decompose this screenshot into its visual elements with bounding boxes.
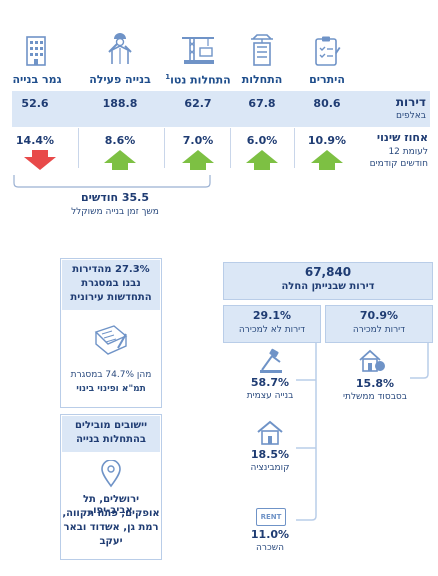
starts-change: 6.0%: [246, 134, 278, 147]
arrow-up-icon: [311, 150, 343, 170]
change-title: אחוז שינוי: [376, 131, 428, 144]
header-permits: היתרים: [309, 73, 345, 86]
for-sale-label: דירות למכירה: [352, 325, 406, 335]
tree-connectors: [296, 342, 429, 521]
urban-renewal-line-3: התחדשות עירונית: [70, 292, 152, 303]
urban-renewal-sub-2: תמ"א ופינוי בינוי: [76, 384, 146, 394]
for-sale-box: [325, 305, 433, 343]
urban-renewal-sub-1: מהן 74.7% במסגרת: [70, 370, 152, 380]
worker-icon: [108, 33, 132, 64]
rent-pct: 11.0%: [250, 528, 290, 541]
crane-hook-icon: [182, 37, 214, 64]
change-subtitle-2: חודשים קודמים: [369, 159, 428, 169]
duration-label: משך זמן בנייה משוקלל: [71, 207, 159, 217]
column-divider: [164, 128, 165, 168]
self-build-label: בנייה עצמית: [246, 391, 294, 401]
leading-header: [62, 416, 160, 452]
not-for-sale-box: [223, 305, 321, 343]
starts-value: 67.8: [248, 97, 276, 110]
arrow-up-icon: [104, 150, 136, 170]
urban-renewal-header: [62, 260, 160, 310]
header-net-starts-label: התחלות נטו: [170, 73, 231, 87]
units-subtitle: באלפים: [396, 111, 426, 121]
net-starts-value: 62.7: [184, 97, 212, 110]
arrow-up-icon: [246, 150, 278, 170]
building-icon: [26, 36, 46, 66]
for-sale-pct: 70.9%: [359, 309, 399, 322]
permits-value: 80.6: [313, 97, 341, 110]
not-for-sale-pct: 29.1%: [252, 309, 292, 322]
duration-value: 35.5 חודשים: [80, 191, 149, 204]
map-pin-icon: [101, 460, 121, 488]
completed-change: 14.4%: [15, 134, 55, 147]
header-starts: התחלות: [241, 73, 283, 86]
rent-sign-icon: RENT: [256, 508, 286, 526]
active-change: 8.6%: [104, 134, 136, 147]
column-divider: [78, 128, 79, 168]
header-net-starts: התחלות נטו1: [160, 73, 236, 87]
leading-title-1: יישובים מובילים: [74, 420, 148, 431]
total-box: [223, 262, 433, 300]
permit-clipboard-icon: [315, 36, 341, 66]
duration-bracket: [13, 175, 211, 188]
urban-renewal-line-1: 27.3% מהדירות: [72, 264, 150, 275]
leading-line-3: רמת גן, אשדוד ובאר: [63, 522, 159, 533]
subsidized-label: בסבסוד ממשלתי: [343, 392, 407, 402]
subsidy-house-icon: [359, 349, 385, 372]
crane-building-icon: [251, 34, 273, 66]
not-for-sale-label: דירות לא למכירה: [238, 325, 306, 335]
leading-title-2: בהתחלות בנייה: [76, 434, 146, 445]
self-build-pct: 58.7%: [250, 376, 290, 389]
combination-label: קומבינציה: [250, 463, 290, 473]
completed-value: 52.6: [21, 97, 49, 110]
permits-change: 10.9%: [307, 134, 347, 147]
header-active: בנייה פעילה: [89, 73, 151, 86]
column-divider: [294, 128, 295, 168]
units-title: דירות: [395, 95, 426, 109]
active-value: 188.8: [102, 97, 138, 110]
arrow-down-icon: [24, 150, 56, 170]
subsidized-pct: 15.8%: [355, 377, 395, 390]
footnote-marker: 1: [165, 73, 171, 81]
combination-pct: 18.5%: [250, 448, 290, 461]
column-divider: [230, 128, 231, 168]
self-build-icon: [260, 348, 282, 373]
total-label: דירות שבנייתן החלה: [281, 281, 375, 292]
change-subtitle-1: לעומת 12: [388, 147, 428, 157]
urban-renewal-line-2: נבנו במסגרת: [81, 278, 141, 289]
combination-house-icon: [257, 420, 283, 445]
leading-line-2: אופקים, פתח תקווה,: [62, 508, 160, 519]
arrow-up-icon: [182, 150, 214, 170]
header-completed: גמר בנייה: [12, 73, 62, 86]
leading-line-4: יעקב: [99, 536, 123, 547]
blueprint-plan-icon: [94, 325, 128, 355]
net-starts-change: 7.0%: [182, 134, 214, 147]
leading-line-1: ירושלים, תל אביב-יפו,: [82, 494, 140, 516]
units-row-band: [12, 91, 430, 127]
total-value: 67,840: [304, 265, 352, 279]
rent-label: השכרה: [256, 543, 284, 553]
